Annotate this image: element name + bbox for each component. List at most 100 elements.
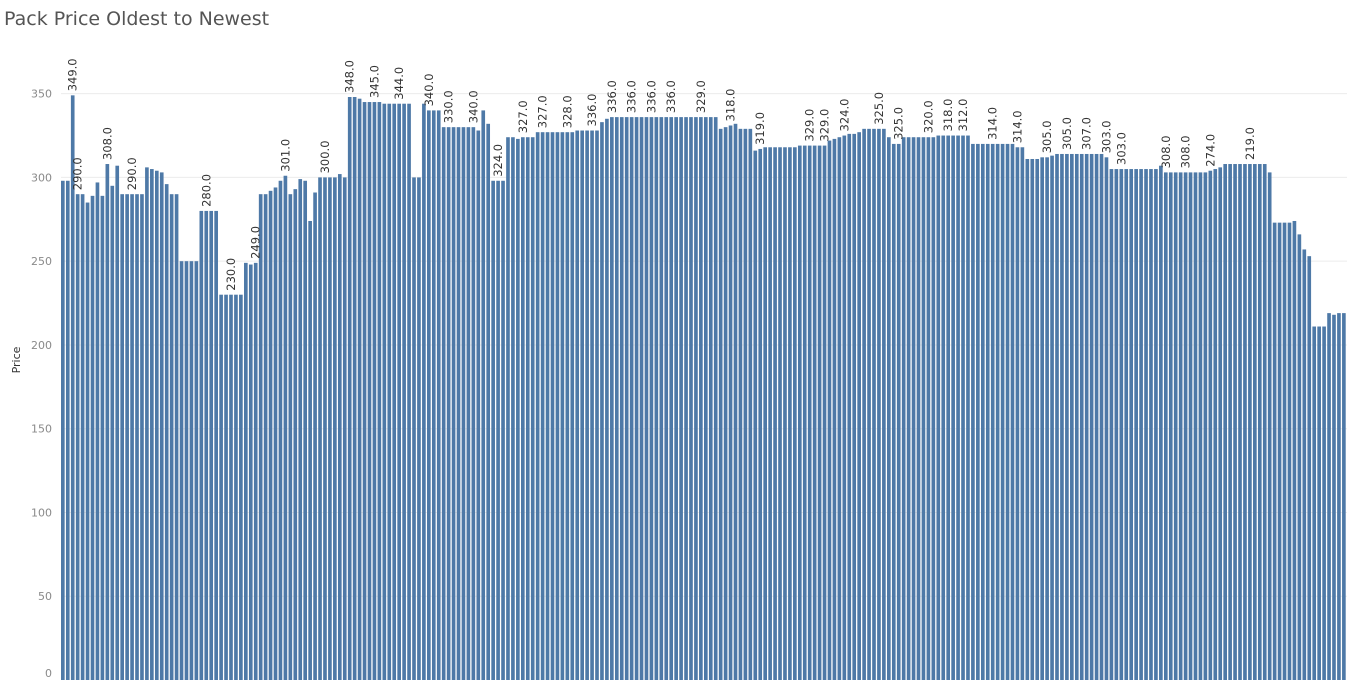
bar[interactable] xyxy=(239,294,243,680)
bar[interactable] xyxy=(1287,222,1292,680)
bar[interactable] xyxy=(234,294,238,680)
bar[interactable] xyxy=(214,210,218,680)
bar[interactable] xyxy=(946,135,951,680)
bar[interactable] xyxy=(303,180,308,680)
bar[interactable] xyxy=(535,132,540,680)
bar[interactable] xyxy=(525,137,530,680)
bar[interactable] xyxy=(169,194,174,680)
bar[interactable] xyxy=(1159,165,1163,680)
bar[interactable] xyxy=(743,128,748,680)
bar[interactable] xyxy=(832,138,837,680)
bar[interactable] xyxy=(1074,153,1079,680)
bar[interactable] xyxy=(219,294,223,680)
bar[interactable] xyxy=(110,185,115,680)
bar[interactable] xyxy=(1124,169,1129,680)
bar[interactable] xyxy=(555,132,560,680)
bar[interactable] xyxy=(704,117,708,680)
bar[interactable] xyxy=(199,210,204,680)
bar[interactable] xyxy=(560,132,565,680)
bar[interactable] xyxy=(466,127,471,680)
bar[interactable] xyxy=(65,180,70,680)
bar[interactable] xyxy=(733,123,738,680)
bar[interactable] xyxy=(342,177,347,680)
bar[interactable] xyxy=(95,182,100,680)
bar[interactable] xyxy=(699,117,703,680)
bar[interactable] xyxy=(446,127,451,680)
bar[interactable] xyxy=(768,147,772,680)
bar[interactable] xyxy=(694,117,698,680)
bar[interactable] xyxy=(1337,313,1341,680)
bar[interactable] xyxy=(248,264,253,680)
bar[interactable] xyxy=(882,128,886,680)
bar[interactable] xyxy=(1010,143,1015,680)
bar[interactable] xyxy=(728,125,733,680)
bar[interactable] xyxy=(887,137,891,680)
bar[interactable] xyxy=(179,261,184,680)
bar[interactable] xyxy=(793,147,797,680)
bar[interactable] xyxy=(872,128,876,680)
bar[interactable] xyxy=(1070,153,1074,680)
bar[interactable] xyxy=(1198,172,1203,680)
bar[interactable] xyxy=(595,130,599,680)
bar[interactable] xyxy=(639,117,644,680)
bar[interactable] xyxy=(911,137,916,680)
bar[interactable] xyxy=(451,127,456,680)
bar[interactable] xyxy=(664,117,669,680)
bar[interactable] xyxy=(545,132,550,680)
bar[interactable] xyxy=(976,143,980,680)
bar[interactable] xyxy=(1000,143,1005,680)
bar[interactable] xyxy=(367,102,372,680)
bar[interactable] xyxy=(758,148,763,680)
bar[interactable] xyxy=(362,102,367,680)
bar[interactable] xyxy=(288,194,293,680)
bar[interactable] xyxy=(337,174,342,680)
bar[interactable] xyxy=(1163,172,1168,680)
bar[interactable] xyxy=(1119,169,1124,680)
bar[interactable] xyxy=(412,177,416,680)
bar[interactable] xyxy=(684,117,688,680)
bar[interactable] xyxy=(1005,143,1010,680)
bar[interactable] xyxy=(1282,222,1287,680)
bar[interactable] xyxy=(293,189,298,680)
bar[interactable] xyxy=(797,145,802,680)
bar[interactable] xyxy=(253,262,258,680)
bar[interactable] xyxy=(1030,158,1035,680)
bar[interactable] xyxy=(540,132,545,680)
bar[interactable] xyxy=(891,143,896,680)
bar[interactable] xyxy=(436,110,441,680)
bar[interactable] xyxy=(629,117,634,680)
bar[interactable] xyxy=(985,143,990,680)
bar[interactable] xyxy=(135,194,139,680)
bar[interactable] xyxy=(718,128,723,680)
bar[interactable] xyxy=(273,187,278,680)
bar[interactable] xyxy=(1065,153,1069,680)
bar[interactable] xyxy=(120,194,124,680)
bar[interactable] xyxy=(1307,256,1312,680)
bar[interactable] xyxy=(1297,234,1302,680)
bar[interactable] xyxy=(713,117,718,680)
bar[interactable] xyxy=(471,127,476,680)
bar[interactable] xyxy=(817,145,822,680)
bar[interactable] xyxy=(1327,313,1331,680)
bar[interactable] xyxy=(788,147,792,680)
bar[interactable] xyxy=(763,147,767,680)
bar[interactable] xyxy=(115,165,120,680)
bar[interactable] xyxy=(184,261,189,680)
bar[interactable] xyxy=(901,137,906,680)
bar[interactable] xyxy=(1272,222,1277,680)
bar[interactable] xyxy=(1208,170,1213,680)
bar[interactable] xyxy=(936,135,941,680)
bar[interactable] xyxy=(431,110,436,680)
bar[interactable] xyxy=(441,127,446,680)
bar[interactable] xyxy=(1183,172,1188,680)
bar[interactable] xyxy=(753,150,758,680)
bar[interactable] xyxy=(590,130,594,680)
bar[interactable] xyxy=(1218,167,1223,680)
bar[interactable] xyxy=(926,137,931,680)
bar[interactable] xyxy=(387,103,392,680)
bar[interactable] xyxy=(1079,153,1084,680)
bar[interactable] xyxy=(377,102,382,680)
bar[interactable] xyxy=(1035,158,1040,680)
bar[interactable] xyxy=(417,177,421,680)
bar[interactable] xyxy=(1060,153,1064,680)
